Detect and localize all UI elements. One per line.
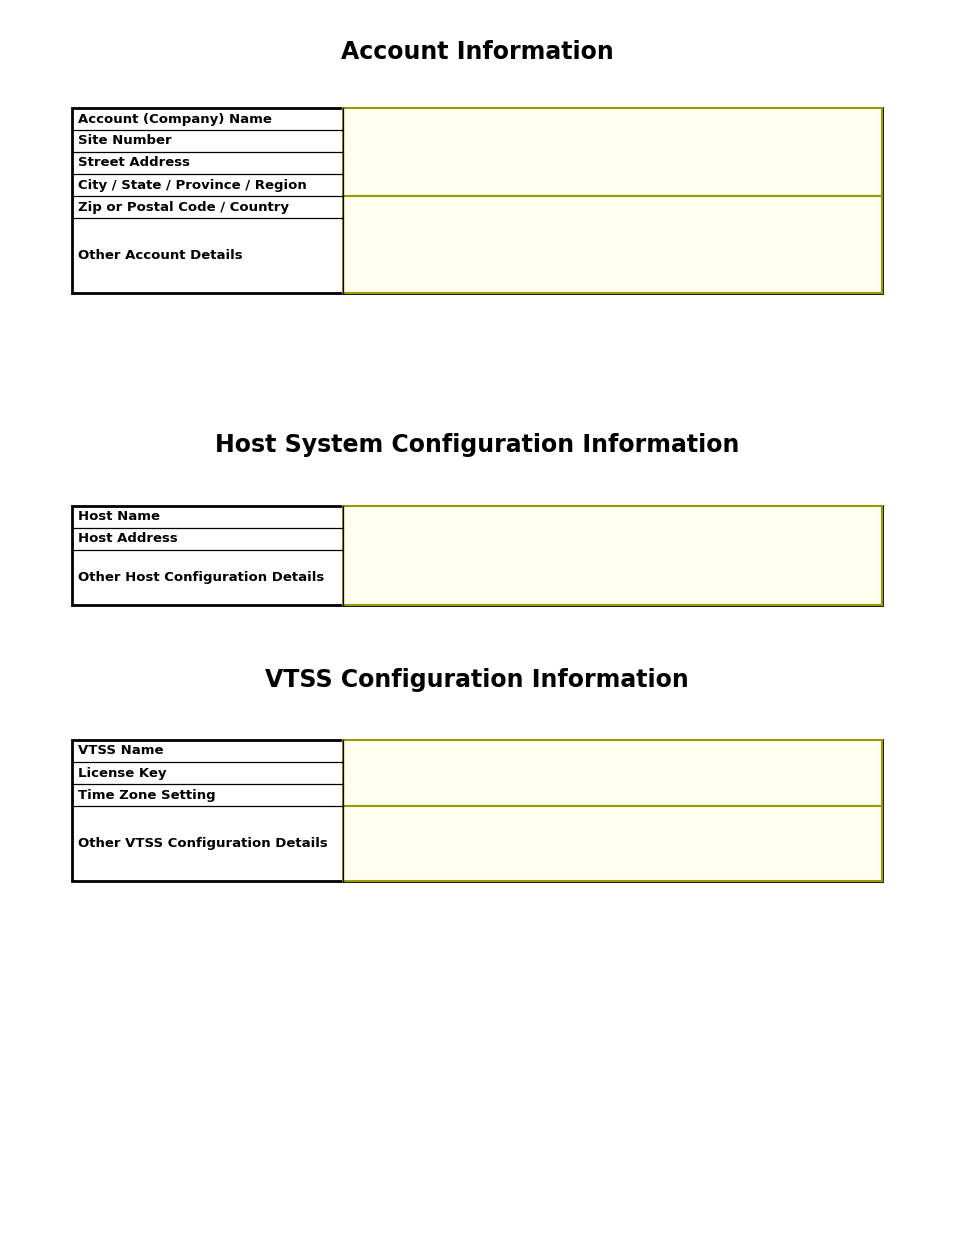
Text: Zip or Postal Code / Country: Zip or Postal Code / Country [77,200,288,214]
Text: VTSS Configuration Information: VTSS Configuration Information [265,668,688,692]
Bar [71,506,882,605]
Text: Other Account Details: Other Account Details [77,249,242,262]
Text: VTSS Name: VTSS Name [77,745,163,757]
Text: Account (Company) Name: Account (Company) Name [77,112,272,126]
Text: License Key: License Key [77,767,166,779]
Bar [343,107,882,196]
Text: Site Number: Site Number [77,135,171,147]
Text: Street Address: Street Address [77,157,190,169]
Text: Host Address: Host Address [77,532,177,546]
Text: Host System Configuration Information: Host System Configuration Information [214,433,739,457]
Bar [343,196,882,293]
Text: Host Name: Host Name [77,510,159,524]
Text: City / State / Province / Region: City / State / Province / Region [77,179,306,191]
Bar [343,740,882,806]
Bar [71,107,882,293]
Text: Other VTSS Configuration Details: Other VTSS Configuration Details [77,837,327,850]
Bar [343,806,882,881]
Text: Time Zone Setting: Time Zone Setting [77,788,215,802]
Bar [71,740,882,881]
Text: Account Information: Account Information [340,40,613,64]
Bar [343,506,882,605]
Text: Other Host Configuration Details: Other Host Configuration Details [77,571,323,584]
